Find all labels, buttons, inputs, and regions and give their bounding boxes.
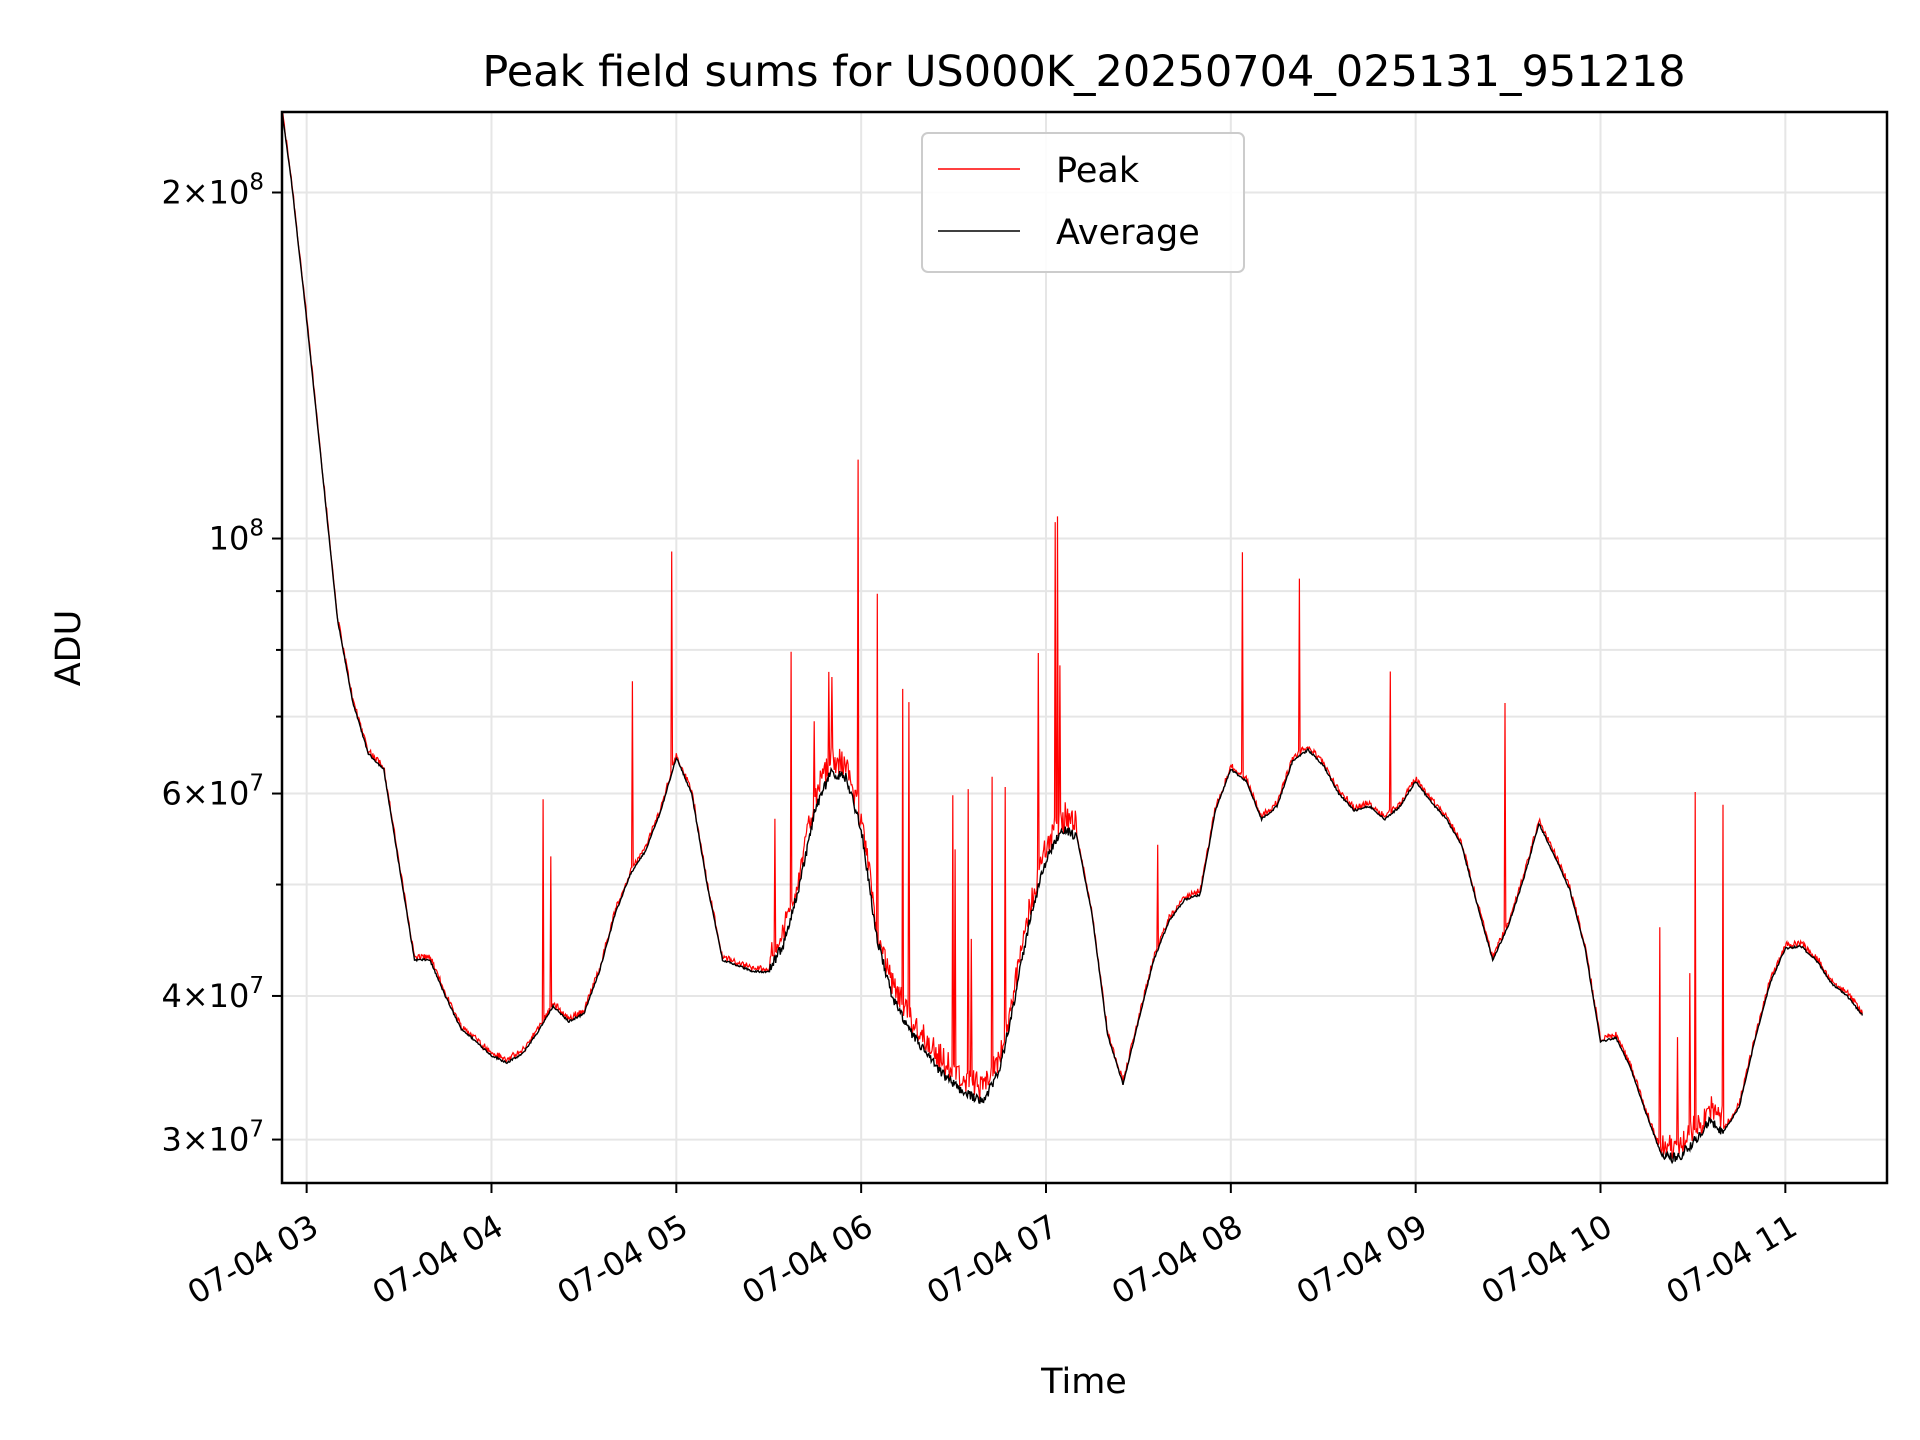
x-tick-label: 07-04 06 [736, 1207, 880, 1312]
x-tick-label: 07-04 10 [1475, 1207, 1619, 1312]
y-tick-label: 4×107 [161, 973, 264, 1015]
y-tick-label: 6×107 [161, 771, 264, 813]
y-tick-label: 3×107 [161, 1117, 264, 1159]
y-tick-label: 2×108 [161, 170, 264, 212]
x-tick-label: 07-04 05 [551, 1207, 695, 1312]
axes-frame [280, 110, 1889, 1185]
legend-label-average: Average [1056, 213, 1200, 253]
legend-box [921, 132, 1245, 273]
plot-area [281, 111, 1864, 1165]
legend: Peak Average [921, 132, 1245, 273]
x-tick-label: 07-04 04 [366, 1207, 510, 1312]
x-tick-label: 07-04 03 [181, 1207, 325, 1312]
x-tick-label: 07-04 11 [1660, 1207, 1804, 1312]
y-tick-label: 108 [209, 516, 264, 558]
x-tick-label: 07-04 07 [920, 1207, 1064, 1312]
x-axis-label: Time [1040, 1362, 1127, 1402]
legend-label-peak: Peak [1056, 151, 1140, 191]
x-axis: 07-04 03 07-04 04 07-04 05 07-04 06 07-04 07… [181, 1183, 1803, 1312]
series-line-average [281, 111, 1864, 1165]
chart-title: Peak field sums for US000K_20250704_0251… [482, 47, 1685, 97]
x-tick-label: 07-04 08 [1105, 1207, 1249, 1312]
y-axis: 3×107 4×107 6×107 108 2×108 [161, 170, 282, 1159]
y-axis-label: ADU [49, 610, 89, 687]
x-tick-label: 07-04 09 [1290, 1207, 1434, 1312]
